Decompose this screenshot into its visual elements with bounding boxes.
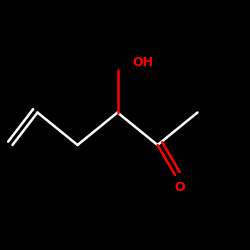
Text: O: O [175, 181, 185, 194]
Text: OH: OH [132, 56, 154, 69]
